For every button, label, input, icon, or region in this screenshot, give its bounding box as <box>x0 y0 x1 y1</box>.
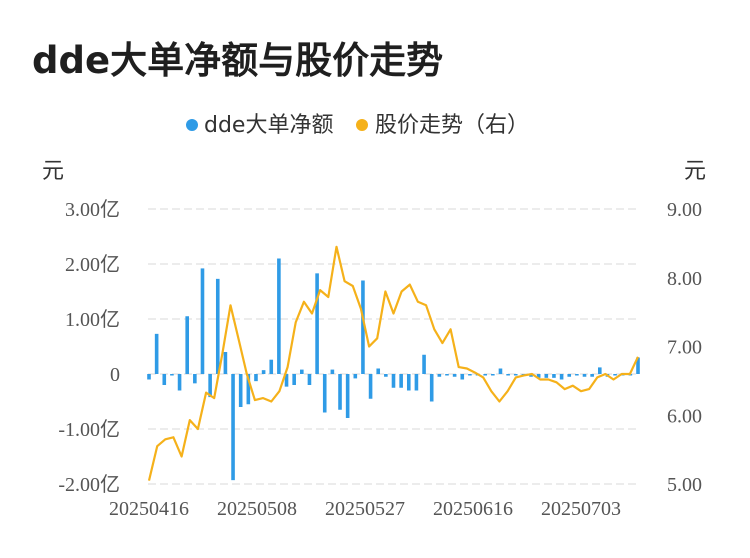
dde-bar <box>361 280 365 374</box>
left-tick-label: 1.00亿 <box>65 308 120 331</box>
right-tick-label: 5.00 <box>667 474 702 496</box>
right-tick-label: 6.00 <box>667 405 702 427</box>
dde-bar <box>269 359 274 374</box>
left-tick-label: 0 <box>110 364 120 386</box>
dde-bar <box>254 374 258 382</box>
dde-bar <box>261 370 266 374</box>
dde-bar <box>552 374 556 378</box>
dde-bar <box>384 374 388 377</box>
dde-bar <box>315 273 319 374</box>
x-tick-label: 20250508 <box>217 498 297 520</box>
dde-bar <box>559 374 564 380</box>
dde-bar <box>437 374 442 377</box>
dde-bar <box>498 368 503 374</box>
x-axis-ticks: 20250416 20250508 20250527 20250616 20250703 <box>109 498 621 520</box>
right-tick-label: 7.00 <box>667 337 702 359</box>
dde-bar <box>597 367 602 374</box>
dde-bar <box>491 374 495 376</box>
dde-bars <box>147 258 640 481</box>
dde-bar <box>460 374 465 380</box>
dde-bar <box>322 374 327 413</box>
price-line-group <box>147 245 639 481</box>
dde-bar <box>544 374 549 378</box>
legend-label-price: 股价走势（右） <box>375 113 529 138</box>
dde-bar <box>536 374 541 378</box>
dde-bar <box>391 374 396 388</box>
dde-bar <box>338 374 342 410</box>
left-axis-unit: 元 <box>42 159 64 184</box>
left-tick-label: -1.00亿 <box>58 418 120 441</box>
dde-bar <box>246 374 251 405</box>
dde-bar <box>300 369 304 374</box>
left-tick-label: 2.00亿 <box>65 253 120 276</box>
dde-bar <box>513 374 518 376</box>
dde-bar <box>414 374 419 391</box>
dde-bar <box>483 374 487 376</box>
right-tick-label: 8.00 <box>667 268 702 290</box>
dde-bar <box>468 374 472 376</box>
dde-bar <box>353 374 358 379</box>
dde-bar <box>422 354 426 374</box>
x-tick-label: 20250416 <box>109 498 189 520</box>
dde-bar <box>170 374 174 376</box>
dde-bar <box>292 374 296 385</box>
dde-bar <box>399 374 403 388</box>
dde-bar <box>330 369 335 374</box>
dde-bar <box>368 374 373 399</box>
dde-bar <box>200 268 205 374</box>
chart-title: dde大单净额与股价走势 <box>32 39 444 82</box>
price-line <box>147 245 639 481</box>
dde-bar <box>307 374 312 385</box>
left-tick-label: -2.00亿 <box>58 473 120 496</box>
dde-bar <box>575 374 579 376</box>
dde-bar <box>590 374 594 377</box>
dde-bar <box>208 374 212 398</box>
dde-bar <box>567 374 572 377</box>
dde-bar <box>238 374 243 407</box>
dde-bar <box>185 316 190 374</box>
dde-bar <box>215 278 220 374</box>
dde-bar <box>582 374 587 377</box>
dde-bar <box>154 333 159 374</box>
dde-bar <box>452 374 457 377</box>
dde-bar <box>445 374 449 376</box>
dde-bar <box>277 258 281 374</box>
legend-label-dde: dde大单净额 <box>204 113 333 138</box>
dde-bar <box>147 374 151 380</box>
left-tick-label: 3.00亿 <box>65 198 120 221</box>
dde-bar <box>636 357 640 374</box>
x-tick-label: 20250616 <box>433 498 513 520</box>
right-axis-unit: 元 <box>684 159 706 184</box>
dde-bar <box>193 374 197 384</box>
dde-bar <box>231 374 235 481</box>
dde-bar <box>223 352 228 374</box>
dde-bar <box>376 368 381 374</box>
grid-lines <box>148 208 640 485</box>
legend-swatch-price <box>356 119 368 131</box>
x-tick-label: 20250527 <box>325 498 405 520</box>
dde-bar <box>406 374 411 391</box>
dde-bar <box>284 374 289 387</box>
right-tick-label: 9.00 <box>667 199 702 221</box>
legend: dde大单净额 股价走势（右） <box>186 113 529 138</box>
dde-bar <box>177 374 182 391</box>
dde-bar <box>506 374 510 376</box>
legend-swatch-dde <box>186 119 198 131</box>
left-axis-ticks: 3.00亿 2.00亿 1.00亿 0 -1.00亿 -2.00亿 <box>58 198 120 496</box>
dde-bar <box>529 374 533 377</box>
dde-bar <box>613 374 617 376</box>
dde-bar <box>162 374 167 385</box>
x-tick-label: 20250703 <box>541 498 621 520</box>
dde-bar <box>345 374 350 418</box>
right-axis-ticks: 9.00 8.00 7.00 6.00 5.00 <box>667 199 702 496</box>
dde-bar <box>429 374 434 402</box>
